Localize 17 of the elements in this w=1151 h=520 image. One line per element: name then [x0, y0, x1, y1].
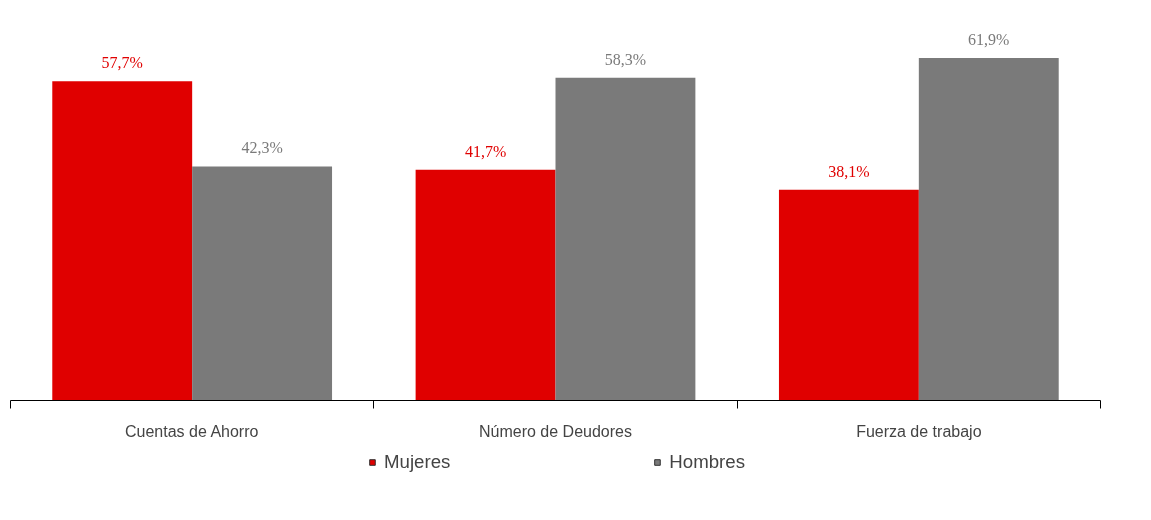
legend-label: Mujeres: [383, 451, 451, 473]
x-tick-label: Fuerza de trabajo: [856, 422, 982, 440]
data-label: 58,3%: [604, 50, 647, 68]
data-label: 38,1%: [828, 162, 870, 180]
data-label: 42,3%: [241, 139, 283, 157]
bar: [52, 81, 193, 401]
bar: [555, 77, 696, 401]
x-tick-label: Cuentas de Ahorro: [125, 422, 259, 440]
bar: [192, 166, 333, 401]
legend-label: Hombres: [669, 451, 746, 473]
bar: [778, 189, 919, 401]
bar: [918, 57, 1059, 401]
data-label: 57,7%: [101, 54, 143, 72]
data-label: 61,9%: [968, 30, 1010, 48]
bar: [415, 169, 556, 401]
x-tick-label: Número de Deudores: [479, 422, 632, 440]
data-label: 41,7%: [464, 142, 507, 160]
